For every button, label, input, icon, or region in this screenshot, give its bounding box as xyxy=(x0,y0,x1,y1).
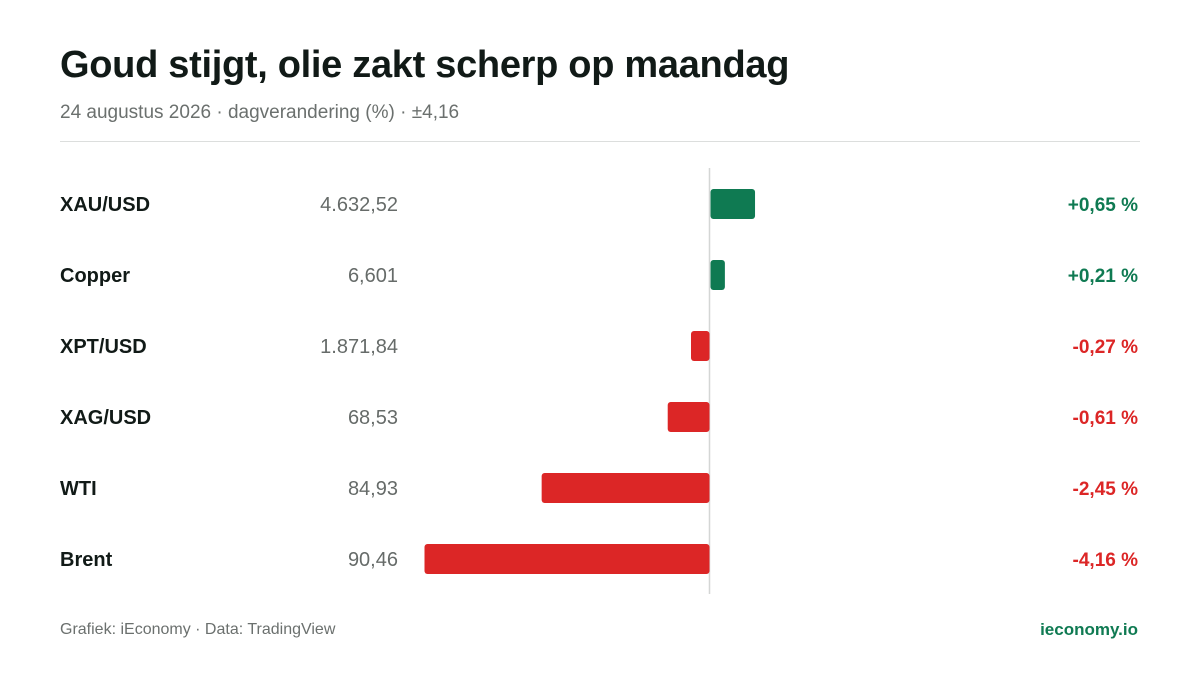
category-label: XAU/USD xyxy=(60,194,150,216)
bar xyxy=(424,544,710,574)
bar xyxy=(667,402,710,432)
price-label: 68,53 xyxy=(348,407,398,429)
bar xyxy=(541,473,710,503)
value-label: -2,45 % xyxy=(1073,479,1139,500)
value-label: +0,21 % xyxy=(1068,266,1138,287)
header-divider xyxy=(60,141,1140,142)
bar xyxy=(710,189,756,219)
value-label: +0,65 % xyxy=(1068,195,1138,216)
value-label: -0,27 % xyxy=(1073,337,1139,358)
chart-title: Goud stijgt, olie zakt scherp op maandag xyxy=(60,44,790,86)
source-credit: Grafiek: iEconomy · Data: TradingView xyxy=(60,621,336,638)
bar xyxy=(691,331,710,361)
category-label: XAG/USD xyxy=(60,407,151,429)
category-label: XPT/USD xyxy=(60,336,147,358)
price-label: 6,601 xyxy=(348,265,398,287)
category-label: WTI xyxy=(60,478,97,500)
category-label: Copper xyxy=(60,265,130,287)
price-label: 84,93 xyxy=(348,478,398,500)
value-label: -0,61 % xyxy=(1073,408,1139,429)
price-label: 4.632,52 xyxy=(320,194,398,216)
category-label: Brent xyxy=(60,549,113,571)
brand-link[interactable]: ieconomy.io xyxy=(1040,620,1138,639)
value-label: -4,16 % xyxy=(1073,550,1139,571)
bar xyxy=(710,260,725,290)
price-label: 90,46 xyxy=(348,549,398,571)
price-label: 1.871,84 xyxy=(320,336,398,358)
chart-subtitle: 24 augustus 2026 · dagverandering (%) · … xyxy=(60,102,460,123)
